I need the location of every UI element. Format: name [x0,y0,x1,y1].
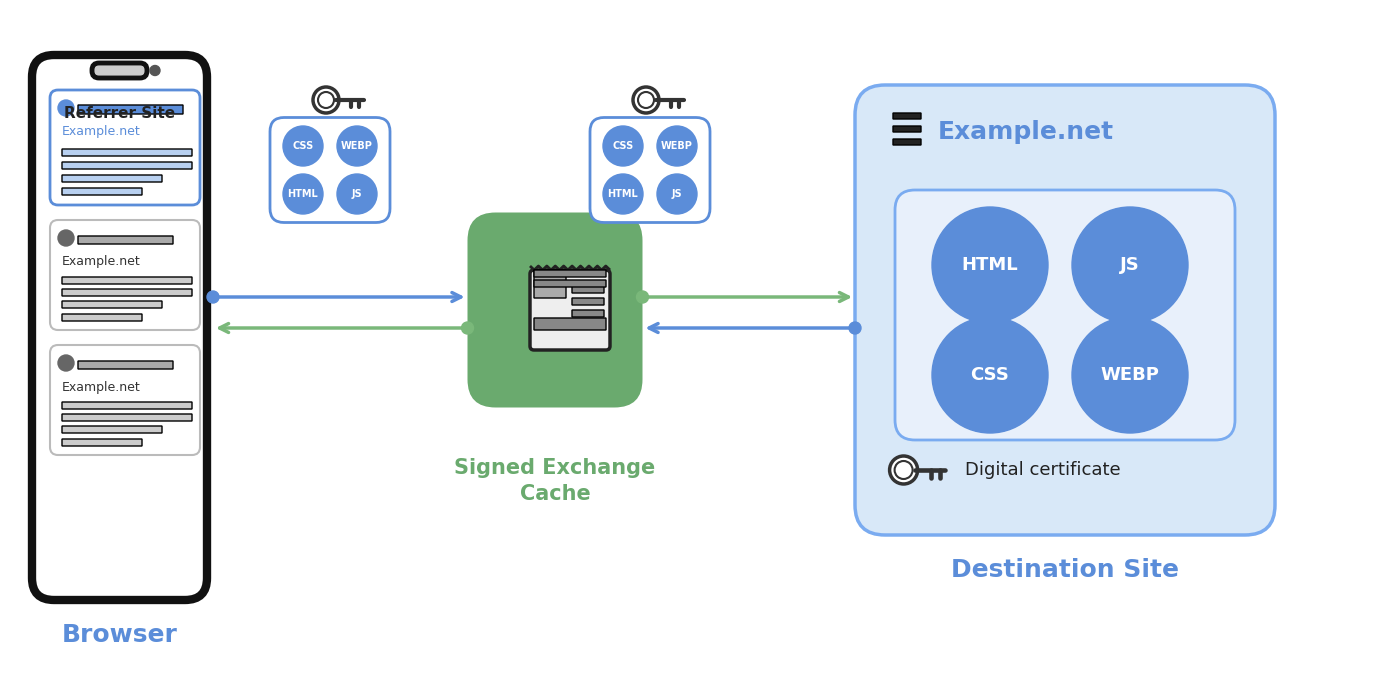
FancyBboxPatch shape [572,310,604,317]
FancyBboxPatch shape [50,90,200,205]
Circle shape [58,100,73,116]
Circle shape [58,230,73,246]
FancyBboxPatch shape [895,190,1235,440]
Text: CSS: CSS [970,366,1009,384]
FancyBboxPatch shape [62,175,162,182]
FancyBboxPatch shape [572,298,604,305]
Circle shape [1071,317,1188,433]
FancyBboxPatch shape [62,149,193,156]
Text: WEBP: WEBP [661,141,693,151]
Circle shape [633,87,658,113]
Circle shape [207,291,219,303]
FancyBboxPatch shape [62,402,193,409]
FancyBboxPatch shape [78,361,173,369]
Circle shape [1071,207,1188,323]
Text: Digital certificate: Digital certificate [965,461,1121,479]
Circle shape [603,174,643,214]
Circle shape [58,355,73,371]
FancyBboxPatch shape [893,126,922,132]
Circle shape [603,126,643,166]
FancyBboxPatch shape [62,426,162,433]
Circle shape [657,126,697,166]
Text: Signed Exchange
Cache: Signed Exchange Cache [455,458,656,504]
FancyBboxPatch shape [62,314,141,321]
Circle shape [638,92,654,108]
Circle shape [894,461,912,479]
Circle shape [850,322,861,334]
FancyBboxPatch shape [534,270,565,298]
Circle shape [337,174,377,214]
FancyBboxPatch shape [893,139,922,145]
FancyBboxPatch shape [270,118,389,222]
FancyBboxPatch shape [893,113,922,119]
Circle shape [317,92,334,108]
Text: WEBP: WEBP [1100,366,1160,384]
FancyBboxPatch shape [534,280,606,287]
Circle shape [283,174,323,214]
FancyBboxPatch shape [32,55,207,600]
Text: Referrer Site: Referrer Site [64,105,175,120]
Text: Example.net: Example.net [62,256,141,269]
Text: CSS: CSS [292,141,313,151]
Text: Destination Site: Destination Site [951,558,1179,582]
FancyBboxPatch shape [62,414,193,421]
Text: Example.net: Example.net [62,126,141,139]
Text: CSS: CSS [613,141,633,151]
Circle shape [931,207,1048,323]
Circle shape [931,317,1048,433]
FancyBboxPatch shape [78,105,183,114]
Circle shape [462,322,474,334]
Circle shape [636,291,649,303]
FancyBboxPatch shape [78,236,173,244]
Circle shape [337,126,377,166]
Text: Example.net: Example.net [938,120,1114,144]
Circle shape [657,174,697,214]
FancyBboxPatch shape [50,345,200,455]
FancyBboxPatch shape [534,270,606,277]
Text: HTML: HTML [607,189,639,199]
Text: HTML: HTML [962,256,1019,274]
FancyBboxPatch shape [50,220,200,330]
Text: Browser: Browser [61,623,177,647]
FancyBboxPatch shape [62,301,162,308]
FancyBboxPatch shape [62,439,141,446]
Circle shape [283,126,323,166]
FancyBboxPatch shape [534,318,606,330]
FancyBboxPatch shape [855,85,1275,535]
FancyBboxPatch shape [91,63,147,78]
FancyBboxPatch shape [572,286,604,293]
Text: Example.net: Example.net [62,381,141,394]
Circle shape [313,87,340,113]
FancyBboxPatch shape [62,162,193,169]
Circle shape [890,456,918,484]
FancyBboxPatch shape [529,270,610,350]
FancyBboxPatch shape [62,289,193,296]
FancyBboxPatch shape [62,277,193,284]
Circle shape [150,65,159,75]
Text: WEBP: WEBP [341,141,373,151]
FancyBboxPatch shape [467,212,643,407]
Text: JS: JS [352,189,362,199]
Text: JS: JS [672,189,682,199]
Text: JS: JS [1120,256,1139,274]
Text: HTML: HTML [288,189,319,199]
FancyBboxPatch shape [590,118,710,222]
FancyBboxPatch shape [62,188,141,195]
